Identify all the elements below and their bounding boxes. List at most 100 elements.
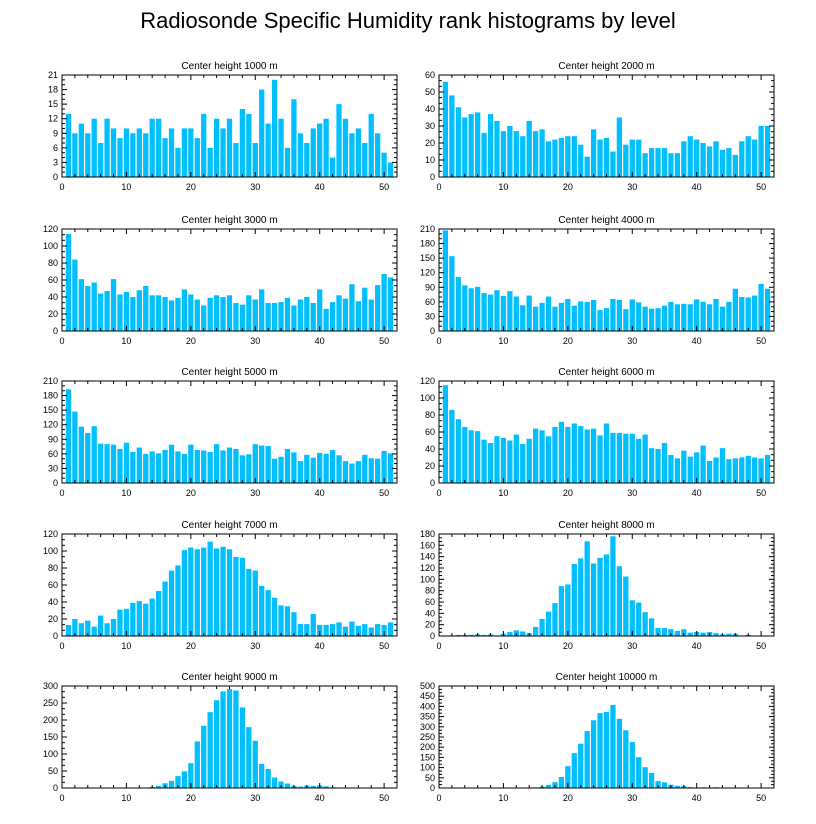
bar [526,438,532,483]
y-tick-label: 12 [48,114,58,124]
panel-7: Center height 7000 m 0 10 20 30 40 50 0 20 40 60 80… [43,520,398,651]
x-tick-label: 30 [627,488,637,498]
bar [175,565,181,636]
bar [91,282,97,331]
y-tick-label: 60 [48,580,58,590]
y-tick-label: 40 [425,608,435,618]
bar [462,285,468,331]
bar [590,428,597,483]
y-tick-label: 140 [420,552,435,562]
bar [259,445,265,483]
bar [123,608,130,636]
bar [78,623,84,636]
bar [520,305,526,331]
bar [552,603,558,636]
bar [603,308,610,331]
bar [387,277,394,331]
bar [481,132,487,177]
bar [297,461,303,483]
bar [565,426,571,483]
bar [481,439,487,483]
bar [674,304,680,331]
bar [362,287,368,331]
y-tick-label: 50 [425,87,435,97]
bar [213,444,220,483]
y-tick-label: 100 [420,393,435,403]
bar [72,259,78,331]
bar [381,152,387,177]
bar [571,564,577,636]
bar [668,153,674,177]
bar [85,432,91,483]
x-tick-label: 0 [436,488,441,498]
bar [168,780,175,788]
bar [349,133,355,177]
bar [745,455,751,483]
bar [310,457,316,483]
y-tick-label: 20 [48,614,58,624]
bar [719,306,726,331]
bar [442,385,449,483]
bar [520,136,526,177]
y-tick-label: 80 [48,563,58,573]
y-tick-label: 40 [48,597,58,607]
y-tick-label: 120 [43,529,58,539]
bar [694,139,700,177]
y-tick-label: 80 [425,586,435,596]
bar [668,454,674,483]
bar [442,81,449,177]
bar [745,136,751,177]
y-tick-label: 100 [420,574,435,584]
bar [259,89,265,177]
bar [104,444,110,483]
bar [752,139,758,177]
bar [117,138,123,177]
y-tick-label: 500 [420,681,435,691]
x-tick-label: 10 [498,641,508,651]
bar [526,120,532,177]
bar [149,118,155,177]
bar [375,285,381,331]
bar [117,449,123,483]
bar [226,118,233,177]
bar [329,624,336,636]
y-tick-label: 60 [425,597,435,607]
bar [226,447,233,483]
bar [513,434,519,483]
bar [252,740,258,788]
bar [565,298,571,331]
bar [545,784,552,788]
bar [175,147,181,177]
x-tick-label: 20 [186,793,196,803]
bar [329,157,336,177]
bar [764,126,771,177]
y-tick-label: 6 [53,143,58,153]
x-tick-label: 0 [436,336,441,346]
bar [181,453,188,483]
panel-title: Center height 8000 m [558,520,654,531]
bar [168,444,175,483]
bar [136,128,142,177]
y-tick-label: 80 [425,410,435,420]
bar [500,437,507,483]
bar [104,291,110,331]
bar [239,304,246,331]
y-tick-label: 400 [420,701,435,711]
bar [500,296,507,331]
bar [362,143,368,177]
y-tick-label: 100 [43,749,58,759]
x-tick-label: 50 [756,182,766,192]
y-tick-label: 350 [420,712,435,722]
bar [233,302,239,331]
bar [610,298,616,331]
y-tick-label: 150 [43,732,58,742]
bar [162,581,168,636]
bar [681,450,687,483]
y-tick-label: 60 [425,297,435,307]
bar [123,442,130,483]
bar [355,461,361,483]
x-tick-label: 50 [756,641,766,651]
bar [610,704,616,788]
bar [597,713,603,788]
y-tick-label: 160 [420,540,435,550]
